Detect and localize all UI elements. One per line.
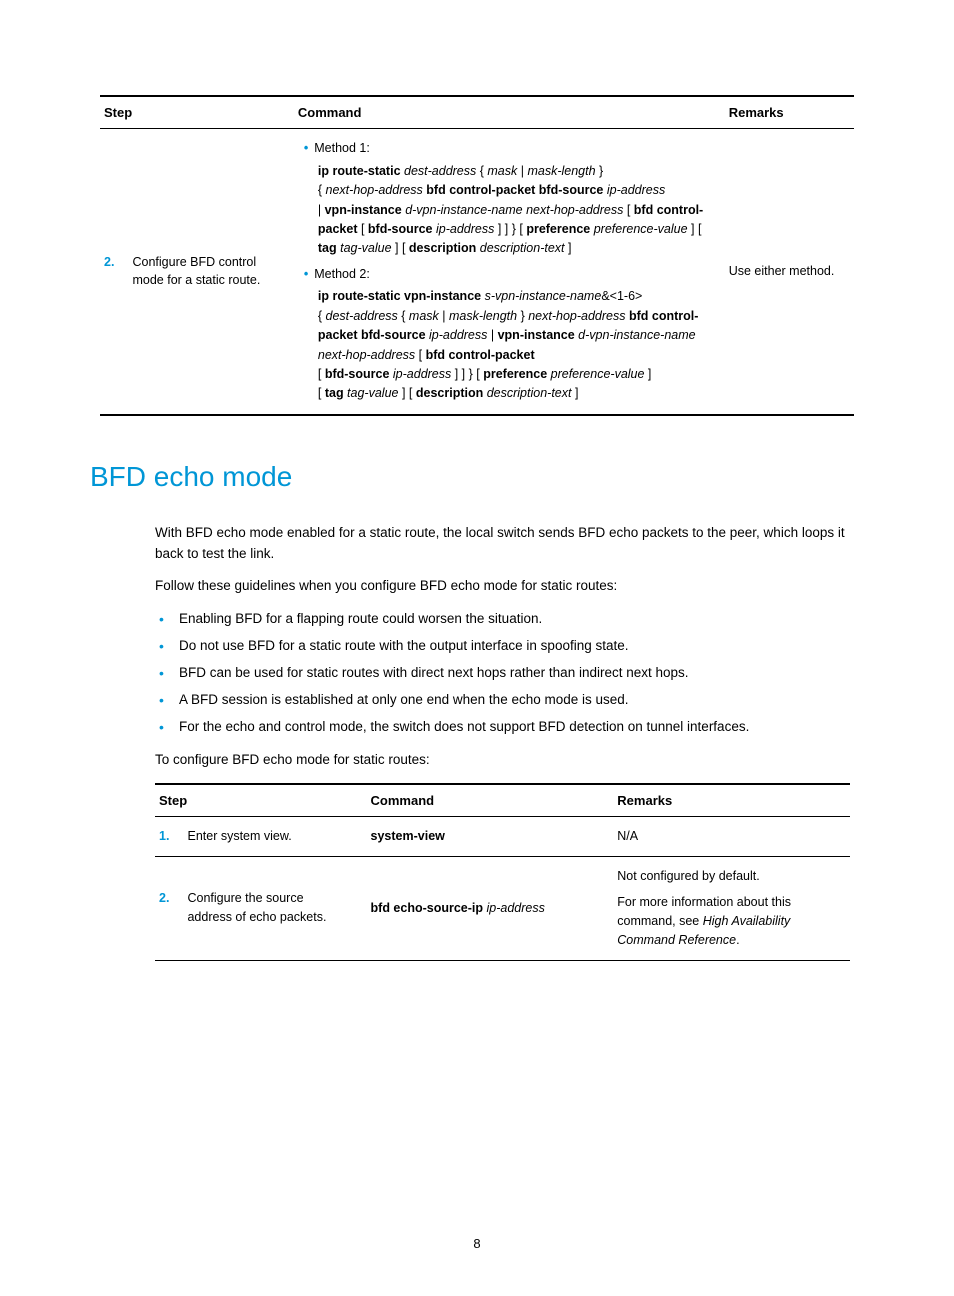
table2-header-remarks: Remarks	[613, 784, 850, 817]
table2-header-step: Step	[155, 784, 367, 817]
command-text: system-view	[371, 829, 445, 843]
step-number: 2.	[159, 889, 184, 908]
section-heading: BFD echo mode	[90, 461, 854, 493]
table1-header-step: Step	[100, 96, 294, 129]
list-item: BFD can be used for static routes with d…	[155, 663, 854, 684]
guidelines-list: Enabling BFD for a flapping route could …	[155, 609, 854, 738]
remarks-cell: Use either method.	[725, 129, 854, 415]
table1-header-command: Command	[294, 96, 725, 129]
list-item: Enabling BFD for a flapping route could …	[155, 609, 854, 630]
step-number: 2.	[104, 253, 129, 272]
command-cell: •Method 1: ip route-static dest-address …	[294, 129, 725, 415]
step-description: Configure BFD control mode for a static …	[132, 253, 272, 291]
step-description: Configure the source address of echo pac…	[187, 889, 347, 927]
table1-row: 2. Configure BFD control mode for a stat…	[100, 129, 854, 415]
command-cell: bfd echo-source-ip ip-address	[367, 856, 614, 960]
table2-header-command: Command	[367, 784, 614, 817]
table1-header-remarks: Remarks	[725, 96, 854, 129]
list-item: Do not use BFD for a static route with t…	[155, 636, 854, 657]
paragraph-1: With BFD echo mode enabled for a static …	[155, 523, 854, 565]
list-item: For the echo and control mode, the switc…	[155, 717, 854, 738]
remarks-cell: N/A	[613, 816, 850, 856]
bfd-control-mode-table: Step Command Remarks 2. Configure BFD co…	[100, 95, 854, 416]
remarks-cell: Not configured by default. For more info…	[613, 856, 850, 960]
page-number: 8	[0, 1236, 954, 1251]
bfd-echo-mode-table: Step Command Remarks 1. Enter system vie…	[155, 783, 850, 961]
paragraph-2: Follow these guidelines when you configu…	[155, 576, 854, 597]
table2-row: 1. Enter system view. system-view N/A	[155, 816, 850, 856]
table2-row: 2. Configure the source address of echo …	[155, 856, 850, 960]
step-number: 1.	[159, 827, 184, 846]
paragraph-3: To configure BFD echo mode for static ro…	[155, 750, 854, 771]
step-description: Enter system view.	[187, 829, 291, 843]
list-item: A BFD session is established at only one…	[155, 690, 854, 711]
